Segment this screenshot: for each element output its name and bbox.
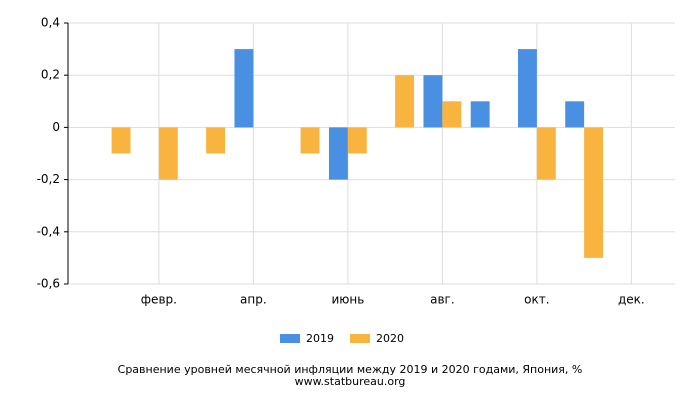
y-tick-label: 0,2 — [41, 68, 60, 82]
x-tick-label: авг. — [430, 293, 455, 307]
x-tick-label: апр. — [240, 293, 267, 307]
bar — [111, 127, 131, 154]
bar — [536, 127, 556, 180]
bar — [470, 101, 490, 128]
y-tick-label: 0 — [52, 120, 60, 134]
legend-label: 2020 — [376, 332, 404, 345]
bar — [328, 127, 348, 180]
x-tick-label: окт. — [524, 293, 549, 307]
legend-swatch — [350, 334, 370, 343]
y-tick-label: -0,4 — [37, 224, 60, 238]
y-tick-label: -0,6 — [37, 277, 60, 291]
x-tick-label: дек. — [618, 293, 645, 307]
bar — [206, 127, 226, 154]
bar — [347, 127, 367, 154]
chart-title: Сравнение уровней месячной инфляции межд… — [118, 363, 583, 376]
chart-subtitle: www.statbureau.org — [295, 375, 406, 388]
bar — [158, 127, 178, 180]
bar — [300, 127, 320, 154]
bar — [517, 49, 537, 128]
legend-swatch — [280, 334, 300, 343]
x-tick-label: июнь — [331, 293, 364, 307]
y-tick-label: -0,2 — [37, 172, 60, 186]
bar — [442, 101, 462, 128]
bar — [565, 101, 585, 128]
bar — [584, 127, 604, 258]
y-tick-label: 0,4 — [41, 16, 60, 30]
x-tick-label: февр. — [141, 293, 177, 307]
bar — [395, 75, 415, 128]
bar — [234, 49, 254, 128]
bar — [423, 75, 443, 128]
legend-label: 2019 — [306, 332, 334, 345]
